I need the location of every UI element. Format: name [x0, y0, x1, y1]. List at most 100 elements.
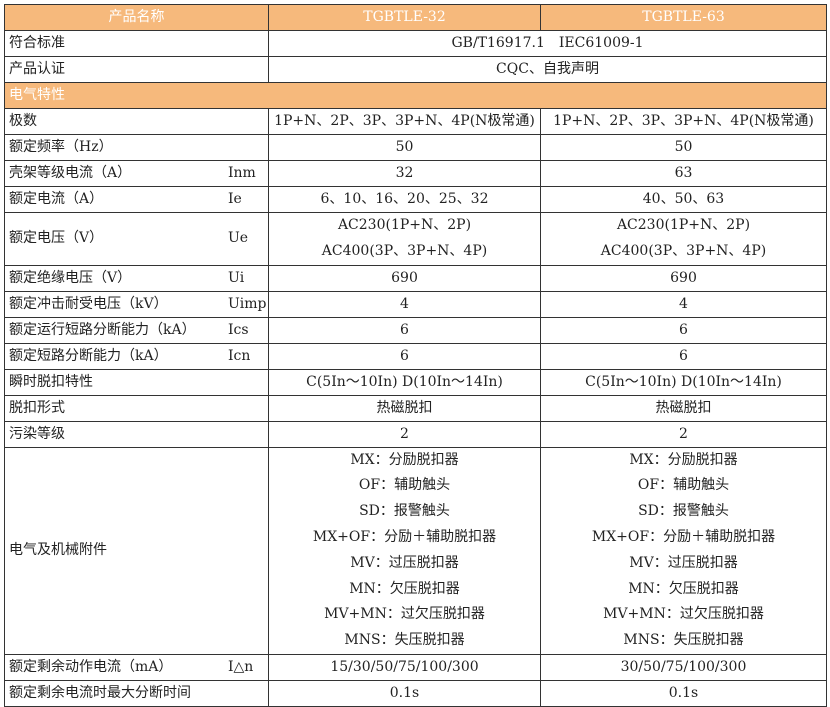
- spec-label-cell: 额定剩余动作电流（mA） I△n: [4, 653, 269, 681]
- value-line: 6: [679, 321, 688, 338]
- spec-label-wrap: 脱扣形式: [9, 396, 264, 421]
- spec-label-wrap: 额定剩余电流时最大分断时间: [9, 681, 264, 706]
- value-line: AC400(3P、3P+N、4P): [321, 242, 488, 259]
- value-line: MX：分励脱扣器: [629, 451, 738, 468]
- spec-symbol: Icn: [228, 347, 251, 364]
- value-line: MNS：失压脱扣器: [623, 632, 744, 649]
- spec-label-wrap: 极数: [9, 109, 264, 134]
- spec-label-wrap: 额定剩余动作电流（mA） I△n: [9, 655, 264, 680]
- spec-label-wrap: 额定运行短路分断能力（kA） Ics: [9, 318, 264, 343]
- spec-value-32: 1P+N、2P、3P、3P+N、4P(N极常通): [268, 108, 541, 135]
- spec-symbol: Ie: [228, 191, 242, 207]
- spec-label-wrap: 额定频率（Hz）: [9, 135, 264, 160]
- spec-label: 脱扣形式: [9, 399, 65, 416]
- spec-label: 电气及机械附件: [9, 542, 107, 559]
- spec-label: 符合标准: [9, 35, 65, 51]
- spec-value-32: 热磁脱扣: [268, 394, 541, 422]
- spec-value-32: 6: [268, 342, 541, 370]
- spec-value-63: 40、50、63: [540, 186, 827, 213]
- spec-symbol: I△n: [228, 658, 254, 675]
- spec-value-32: C(5In～10In) D(10In～14In): [268, 368, 541, 396]
- spec-value-63: 6: [540, 342, 827, 370]
- value-line: 2: [400, 425, 409, 442]
- spec-label: 额定频率（Hz）: [9, 139, 113, 155]
- spec-label-wrap: 污染等级: [9, 422, 264, 447]
- spec-label: 额定电压（V）: [9, 230, 104, 247]
- spec-symbol: Ui: [228, 269, 245, 286]
- header-row: 产品名称 TGBTLE-32 TGBTLE-63: [4, 4, 827, 31]
- header-model-63: TGBTLE-63: [540, 4, 827, 31]
- value-line: 热磁脱扣: [655, 399, 712, 416]
- spec-value-63: C(5In～10In) D(10In～14In): [540, 368, 827, 396]
- value-line: MX+OF：分励＋辅助脱扣器: [312, 528, 497, 545]
- spec-row: 额定冲击耐受电压（kV） Uimp 4 4: [4, 290, 827, 318]
- spec-row: 额定剩余动作电流（mA） I△n 15/30/50/75/100/300 30/50/…: [4, 653, 827, 681]
- spec-label: 瞬时脱扣特性: [9, 373, 93, 390]
- spec-label-wrap: 产品认证: [9, 57, 264, 82]
- value-line: SD：报警触头: [359, 503, 450, 520]
- spec-label-wrap: 瞬时脱扣特性: [9, 370, 264, 395]
- spec-row: 脱扣形式 热磁脱扣 热磁脱扣: [4, 394, 827, 422]
- spec-value-32: 4: [268, 290, 541, 318]
- spec-row: 污染等级 2 2: [4, 420, 827, 448]
- spec-row: 符合标准 GB/T16917.1 IEC61009-1: [4, 30, 827, 57]
- spec-value-32: 15/30/50/75/100/300: [268, 653, 541, 681]
- spec-label-wrap: 壳架等级电流（A） Inm: [9, 161, 264, 186]
- spec-label-wrap: 额定绝缘电压（V） Ui: [9, 266, 264, 291]
- spec-value-both: GB/T16917.1 IEC61009-1: [268, 30, 827, 57]
- spec-label-cell: 污染等级: [4, 420, 269, 448]
- section-title: 电气特性: [4, 82, 827, 109]
- value-line: OF：辅助触头: [358, 477, 451, 494]
- value-line: 0.1s: [389, 684, 420, 701]
- value-line: AC230(1P+N、2P): [616, 217, 751, 233]
- spec-value-63: 50: [540, 134, 827, 161]
- value-line: 4: [400, 295, 409, 312]
- spec-label: 极数: [9, 113, 37, 129]
- value-line: MX：分励脱扣器: [350, 451, 459, 468]
- spec-row: 极数 1P+N、2P、3P、3P+N、4P(N极常通) 1P+N、2P、3P、3P+…: [4, 108, 827, 135]
- value-line: CQC、自我声明: [496, 61, 599, 77]
- value-line: 50: [395, 139, 414, 155]
- spec-value-32: 690: [268, 264, 541, 292]
- value-line: 6、10、16、20、25、32: [320, 191, 489, 207]
- spec-row: 额定电流（A） Ie 6、10、16、20、25、32 40、50、63: [4, 186, 827, 213]
- spec-label-cell: 额定冲击耐受电压（kV） Uimp: [4, 290, 269, 318]
- spec-row: 电气及机械附件 MX：分励脱扣器 OF：辅助触头 SD：报警触头 MX+OF：分励＋辅助…: [4, 446, 827, 655]
- value-line: OF：辅助触头: [637, 477, 730, 494]
- value-line: 2: [679, 425, 688, 442]
- spec-label: 额定冲击耐受电压（kV）: [9, 295, 168, 312]
- spec-value-32: 2: [268, 420, 541, 448]
- value-line: 1P+N、2P、3P、3P+N、4P(N极常通): [553, 113, 814, 129]
- spec-value-63: 30/50/75/100/300: [540, 653, 827, 681]
- spec-value-63: 690: [540, 264, 827, 292]
- spec-value-63: AC230(1P+N、2P) AC400(3P、3P+N、4P): [540, 212, 827, 266]
- spec-label: 产品认证: [9, 61, 65, 77]
- value-line: 15/30/50/75/100/300: [330, 658, 479, 675]
- spec-row: 额定剩余电流时最大分断时间 0.1s 0.1s: [4, 679, 827, 707]
- spec-label-cell: 脱扣形式: [4, 394, 269, 422]
- value-line: C(5In～10In) D(10In～14In): [306, 373, 503, 390]
- section-row: 电气特性: [4, 82, 827, 109]
- value-line: 热磁脱扣: [376, 399, 433, 416]
- spec-value-32: 50: [268, 134, 541, 161]
- value-line: MV+MN：过欠压脱扣器: [603, 606, 764, 623]
- spec-value-63: 热磁脱扣: [540, 394, 827, 422]
- spec-label-cell: 额定绝缘电压（V） Ui: [4, 264, 269, 292]
- value-line: 690: [391, 269, 418, 286]
- value-line: AC400(3P、3P+N、4P): [600, 242, 767, 259]
- spec-value-63: 63: [540, 160, 827, 187]
- spec-row: 瞬时脱扣特性 C(5In～10In) D(10In～14In) C(5In～10In…: [4, 368, 827, 396]
- spec-label: 额定电流（A）: [9, 191, 104, 207]
- spec-row: 额定运行短路分断能力（kA） Ics 6 6: [4, 316, 827, 344]
- spec-label-cell: 瞬时脱扣特性: [4, 368, 269, 396]
- spec-symbol: Inm: [228, 165, 256, 181]
- spec-symbol: Ue: [228, 230, 249, 247]
- spec-label: 额定绝缘电压（V）: [9, 269, 132, 286]
- spec-label-cell: 额定电流（A） Ie: [4, 186, 269, 213]
- spec-row: 额定绝缘电压（V） Ui 690 690: [4, 264, 827, 292]
- spec-row: 壳架等级电流（A） Inm 32 63: [4, 160, 827, 187]
- value-line: 40、50、63: [642, 191, 725, 207]
- spec-symbol: Ics: [228, 321, 249, 338]
- spec-label-cell: 额定电压（V） Ue: [4, 212, 269, 266]
- spec-label-cell: 额定频率（Hz）: [4, 134, 269, 161]
